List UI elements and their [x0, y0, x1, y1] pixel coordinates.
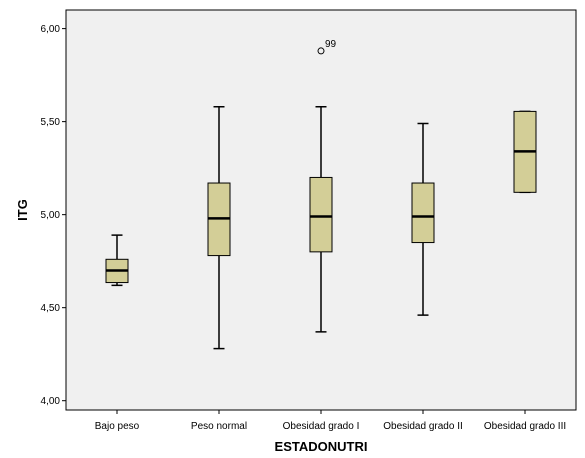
outlier-label: 99	[325, 39, 337, 50]
y-axis-title: ITG	[15, 199, 30, 221]
x-tick-label: Bajo peso	[95, 421, 140, 432]
box-iqr	[309, 176, 333, 253]
x-tick-label: Obesidad grado I	[283, 421, 360, 432]
x-axis-title: ESTADONUTRI	[275, 439, 368, 454]
outlier-point	[317, 47, 325, 55]
box-group	[105, 234, 129, 287]
y-tick-label: 4,50	[41, 303, 61, 314]
box-group: 99	[309, 39, 337, 333]
x-axis: Bajo peso Peso normal Obesidad grado I Obes…	[95, 410, 566, 432]
box-iqr	[411, 182, 435, 244]
y-tick-label: 6,00	[41, 24, 61, 35]
y-tick-label: 5,00	[41, 210, 61, 221]
y-tick-label: 5,50	[41, 117, 61, 128]
x-tick-label: Obesidad grado II	[383, 421, 463, 432]
x-tick-label: Obesidad grado III	[484, 421, 566, 432]
box-group	[411, 122, 435, 316]
y-tick-label: 4,00	[41, 396, 61, 407]
box-group	[513, 110, 537, 194]
boxes-group: 99	[105, 39, 537, 350]
x-tick-label: Peso normal	[191, 421, 247, 432]
y-axis: 4,00 4,50 5,00 5,50 6,00	[41, 24, 66, 407]
box-group	[207, 105, 231, 350]
